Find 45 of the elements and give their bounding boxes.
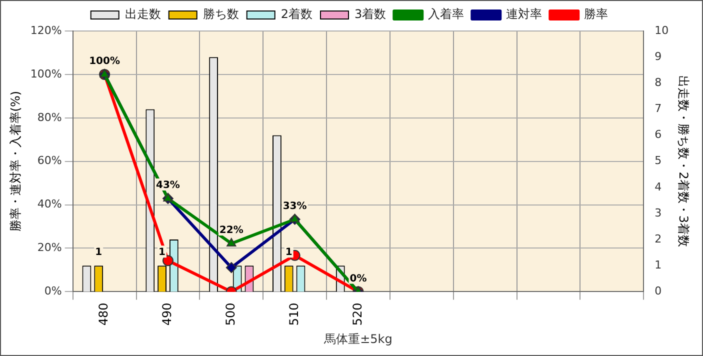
y-axis-title: 勝率・連対率・入着率(%)	[8, 90, 22, 232]
x-axis-title: 馬体重±5kg	[323, 332, 392, 346]
y2-tick-label: 10	[654, 24, 669, 37]
y2-tick-label: 2	[654, 232, 662, 246]
y2-tick-label: 6	[654, 128, 662, 142]
point	[163, 192, 173, 202]
y-tick-label: 80%	[37, 110, 62, 124]
y2-tick-label: 4	[654, 180, 662, 194]
y-tick-label: 20%	[37, 241, 62, 254]
y-tick-label: 0%	[44, 284, 62, 298]
y2-tick-label: 0	[654, 284, 662, 298]
y-tick-label: 60%	[37, 154, 62, 168]
data-label: 100%	[89, 56, 120, 68]
y-tick-label: 120%	[30, 24, 62, 37]
point	[100, 68, 110, 78]
x-tick-label: 500	[224, 302, 238, 326]
data-label: 1	[285, 247, 292, 258]
y2-tick-label: 8	[654, 76, 662, 89]
y-tick-label: 100%	[30, 67, 62, 80]
point	[226, 238, 236, 246]
y2-tick-label: 9	[654, 50, 662, 63]
data-label: 0%	[350, 273, 367, 284]
legend-label: 勝ち数	[202, 7, 239, 22]
legend-label: 出走数	[124, 7, 161, 22]
x-tick-label: 490	[160, 302, 174, 326]
x-tick-label: 520	[350, 302, 364, 326]
point	[290, 214, 300, 222]
y2-tick-label: 3	[654, 206, 662, 220]
y2-axis-title: 出走数・勝ち数・2着数・3着数	[676, 76, 691, 247]
y2-tick-label: 7	[654, 102, 662, 116]
data-label: 1	[95, 247, 102, 258]
y-tick-label: 40%	[37, 198, 62, 211]
y2-tick-label: 1	[654, 258, 662, 272]
data-label: 22%	[219, 225, 244, 236]
legend-label: 勝率	[584, 7, 608, 22]
x-tick-label: 480	[96, 302, 111, 326]
legend-label: 2着数	[280, 7, 313, 22]
data-label: 1	[158, 247, 166, 258]
legend-label: 入着率	[428, 7, 464, 22]
legend-label: 連対率	[506, 7, 542, 22]
data-label: 33%	[282, 200, 307, 212]
y2-tick-label: 5	[654, 154, 662, 168]
legend-label: 3着数	[354, 7, 386, 22]
x-tick-label: 510	[286, 302, 301, 326]
data-label: 43%	[156, 180, 180, 192]
